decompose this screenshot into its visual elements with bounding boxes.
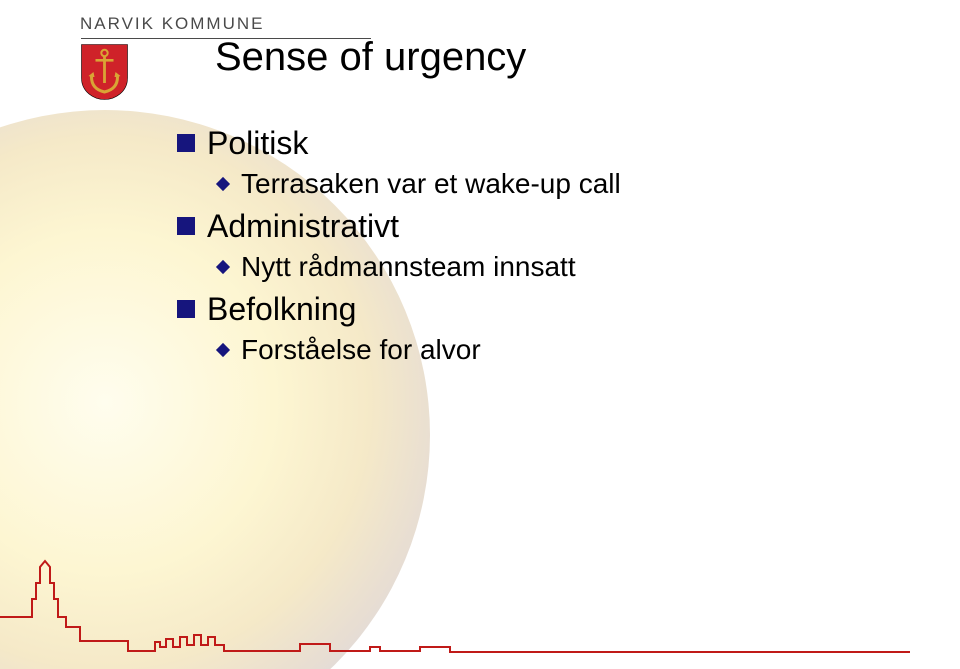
list-item-label: Administrativt [207, 208, 399, 245]
content-list: Politisk Terrasaken var et wake-up call … [177, 125, 877, 374]
header: NARVIK KOMMUNE [0, 0, 960, 34]
list-subitem: Terrasaken var et wake-up call [215, 168, 877, 200]
list-subitem-label: Terrasaken var et wake-up call [241, 168, 621, 200]
coat-of-arms-icon [81, 44, 128, 100]
diamond-bullet-icon [215, 342, 231, 358]
square-bullet-icon [177, 300, 195, 318]
list-subitem-label: Forståelse for alvor [241, 334, 481, 366]
slide-title: Sense of urgency [215, 35, 526, 80]
list-subitem: Nytt rådmannsteam innsatt [215, 251, 877, 283]
list-item-label: Politisk [207, 125, 308, 162]
square-bullet-icon [177, 134, 195, 152]
diamond-bullet-icon [215, 176, 231, 192]
list-subitem: Forståelse for alvor [215, 334, 877, 366]
list-item-label: Befolkning [207, 291, 356, 328]
list-item: Politisk [177, 125, 877, 162]
slide: NARVIK KOMMUNE Sense of urgency Politisk… [0, 0, 960, 669]
list-item: Administrativt [177, 208, 877, 245]
square-bullet-icon [177, 217, 195, 235]
list-subitem-label: Nytt rådmannsteam innsatt [241, 251, 576, 283]
diamond-bullet-icon [215, 259, 231, 275]
brand-text: NARVIK KOMMUNE [80, 14, 960, 34]
list-item: Befolkning [177, 291, 877, 328]
